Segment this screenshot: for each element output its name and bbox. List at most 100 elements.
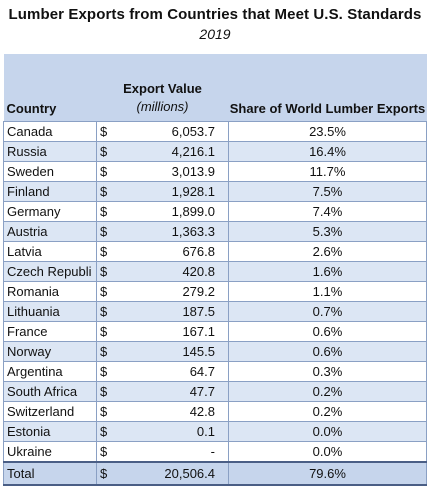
country-cell: Latvia — [3, 241, 97, 262]
share-cell: 0.2% — [228, 381, 427, 402]
export-value-cell: 64.7 — [116, 361, 229, 382]
currency-symbol-cell: $ — [96, 141, 117, 162]
table-row: Russia $4,216.1 16.4% — [3, 141, 427, 162]
document-subtitle: 2019 — [199, 26, 231, 42]
currency-symbol-cell: $ — [96, 421, 117, 442]
table-row: Austria $1,363.3 5.3% — [3, 221, 427, 242]
export-value-cell: 6,053.7 — [116, 121, 229, 142]
country-cell: Romania — [3, 281, 97, 302]
currency-symbol-cell: $ — [96, 281, 117, 302]
currency-symbol-cell: $ — [96, 361, 117, 382]
lumber-exports-table: Country Export Value (millions) Share of… — [3, 54, 427, 486]
share-cell: 0.0% — [228, 421, 427, 442]
table-row: Argentina $64.7 0.3% — [3, 361, 427, 382]
header-row: Country Export Value (millions) Share of… — [3, 54, 427, 122]
header-share: Share of World Lumber Exports — [228, 54, 427, 122]
currency-symbol-cell: $ — [96, 201, 117, 222]
share-cell: 0.3% — [228, 361, 427, 382]
export-value-cell: 0.1 — [116, 421, 229, 442]
currency-symbol-cell: $ — [96, 301, 117, 322]
export-value-cell: 3,013.9 — [116, 161, 229, 182]
export-value-cell: 42.8 — [116, 401, 229, 422]
country-cell: Lithuania — [3, 301, 97, 322]
export-value-cell: 145.5 — [116, 341, 229, 362]
table-row: South Africa $47.7 0.2% — [3, 381, 427, 402]
total-share: 79.6% — [228, 461, 427, 486]
share-cell: 5.3% — [228, 221, 427, 242]
document-title: Lumber Exports from Countries that Meet … — [8, 6, 422, 23]
share-cell: 0.6% — [228, 341, 427, 362]
country-cell: Austria — [3, 221, 97, 242]
country-cell: Sweden — [3, 161, 97, 182]
country-cell: Argentina — [3, 361, 97, 382]
currency-symbol-cell: $ — [96, 261, 117, 282]
table-row: Norway $145.5 0.6% — [3, 341, 427, 362]
table-row: Finland $1,928.1 7.5% — [3, 181, 427, 202]
table-row: Lithuania $187.5 0.7% — [3, 301, 427, 322]
table-row: Switzerland $42.8 0.2% — [3, 401, 427, 422]
table-row: Estonia $0.1 0.0% — [3, 421, 427, 442]
table-header: Country Export Value (millions) Share of… — [3, 54, 427, 122]
currency-symbol-cell: $ — [96, 121, 117, 142]
total-currency-symbol: $ — [96, 461, 117, 486]
table-row: Canada $6,053.7 23.5% — [3, 121, 427, 142]
currency-symbol-cell: $ — [96, 221, 117, 242]
export-value-cell: 1,899.0 — [116, 201, 229, 222]
country-cell: Czech Republi — [3, 261, 97, 282]
table-footer: Total $ 20,506.4 79.6% — [3, 461, 427, 486]
currency-symbol-cell: $ — [96, 241, 117, 262]
table-row: Czech Republi $420.8 1.6% — [3, 261, 427, 282]
table-body: Canada $6,053.7 23.5% Russia $4,216.1 16.4% Sw… — [3, 121, 427, 463]
share-cell: 0.6% — [228, 321, 427, 342]
export-value-cell: 420.8 — [116, 261, 229, 282]
country-cell: Estonia — [3, 421, 97, 442]
country-cell: Finland — [3, 181, 97, 202]
share-cell: 1.6% — [228, 261, 427, 282]
total-label: Total — [3, 461, 97, 486]
country-cell: Switzerland — [3, 401, 97, 422]
header-country: Country — [3, 54, 97, 122]
export-value-cell: 1,928.1 — [116, 181, 229, 202]
currency-symbol-cell: $ — [96, 401, 117, 422]
country-cell: Ukraine — [3, 441, 97, 463]
share-cell: 0.2% — [228, 401, 427, 422]
currency-symbol-cell: $ — [96, 321, 117, 342]
country-cell: Russia — [3, 141, 97, 162]
header-export-value-label: Export Value — [123, 81, 202, 96]
country-cell: Canada — [3, 121, 97, 142]
currency-symbol-cell: $ — [96, 441, 117, 463]
header-export-value: Export Value (millions) — [96, 54, 229, 122]
table-row: France $167.1 0.6% — [3, 321, 427, 342]
share-cell: 0.0% — [228, 441, 427, 463]
currency-symbol-cell: $ — [96, 381, 117, 402]
total-row: Total $ 20,506.4 79.6% — [3, 461, 427, 486]
currency-symbol-cell: $ — [96, 181, 117, 202]
export-value-cell: 1,363.3 — [116, 221, 229, 242]
header-export-value-unit: (millions) — [136, 99, 189, 114]
export-value-cell: 167.1 — [116, 321, 229, 342]
export-value-cell: - — [116, 441, 229, 463]
export-value-cell: 187.5 — [116, 301, 229, 322]
export-value-cell: 676.8 — [116, 241, 229, 262]
share-cell: 23.5% — [228, 121, 427, 142]
share-cell: 16.4% — [228, 141, 427, 162]
table-row: Romania $279.2 1.1% — [3, 281, 427, 302]
share-cell: 1.1% — [228, 281, 427, 302]
share-cell: 11.7% — [228, 161, 427, 182]
total-export-value: 20,506.4 — [116, 461, 229, 486]
share-cell: 7.5% — [228, 181, 427, 202]
share-cell: 7.4% — [228, 201, 427, 222]
country-cell: France — [3, 321, 97, 342]
country-cell: Germany — [3, 201, 97, 222]
share-cell: 0.7% — [228, 301, 427, 322]
table-row: Latvia $676.8 2.6% — [3, 241, 427, 262]
share-cell: 2.6% — [228, 241, 427, 262]
country-cell: Norway — [3, 341, 97, 362]
export-value-cell: 279.2 — [116, 281, 229, 302]
table-row: Ukraine $ -0.0% — [3, 441, 427, 463]
currency-symbol-cell: $ — [96, 161, 117, 182]
currency-symbol-cell: $ — [96, 341, 117, 362]
export-value-cell: 4,216.1 — [116, 141, 229, 162]
country-cell: South Africa — [3, 381, 97, 402]
